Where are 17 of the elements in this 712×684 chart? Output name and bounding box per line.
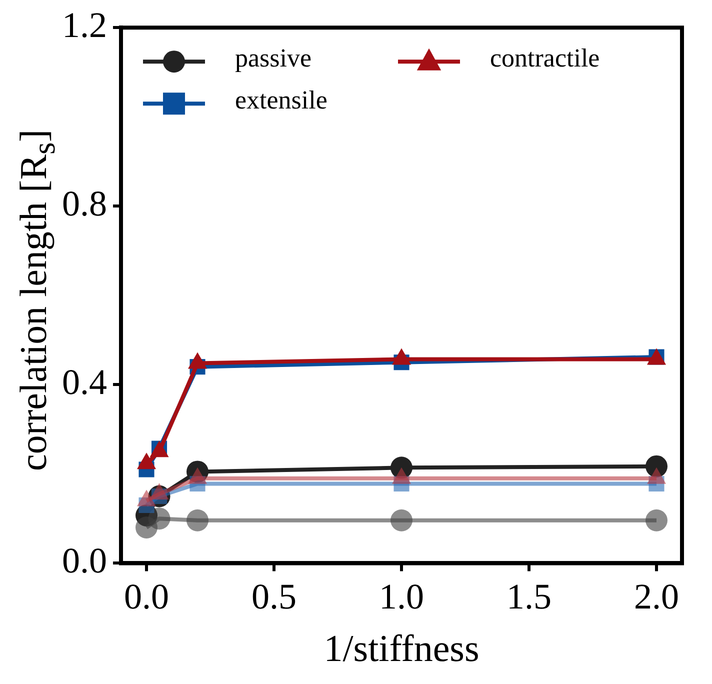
legend-label: extensile: [235, 85, 328, 114]
legend-label: passive: [235, 43, 312, 72]
y-tick-label: 1.2: [62, 5, 107, 46]
legend-label: contractile: [490, 43, 600, 72]
point: [136, 504, 158, 526]
point: [390, 456, 412, 479]
x-tick-label: 0.0: [124, 576, 169, 616]
y-tick-label: 0.0: [62, 540, 107, 581]
x-axis-title: 1/stiffness: [324, 628, 480, 670]
y-tick-label: 0.4: [62, 362, 107, 402]
x-tick-label: 2.0: [634, 576, 679, 616]
x-tick-label: 1.0: [379, 576, 424, 616]
x-tick-label: 1.5: [506, 576, 552, 616]
x-tick-label: 0.5: [252, 576, 296, 616]
point: [646, 455, 668, 478]
point: [186, 460, 208, 483]
y-tick-label: 0.8: [62, 184, 107, 224]
